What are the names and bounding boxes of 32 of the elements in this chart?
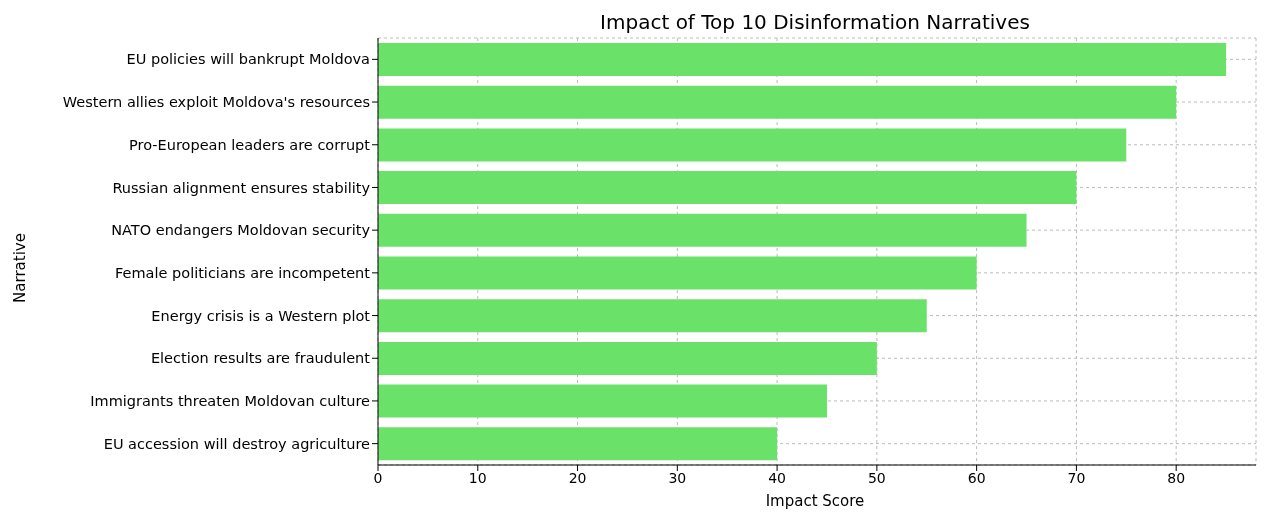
bar <box>378 213 1027 247</box>
x-tick-label: 50 <box>867 469 886 486</box>
y-tick-label: Immigrants threaten Moldovan culture <box>90 393 371 410</box>
y-tick-label: Female politicians are incompetent <box>115 265 371 281</box>
y-tick-label: Election results are fraudulent <box>150 350 371 367</box>
x-tick-label: 0 <box>373 469 383 486</box>
bar <box>378 171 1077 205</box>
x-tick-label: 30 <box>668 469 687 486</box>
x-tick-label: 70 <box>1067 469 1086 486</box>
bar <box>378 128 1127 162</box>
y-tick-label: Energy crisis is a Western plot <box>151 307 371 324</box>
x-tick-label: 60 <box>967 469 986 486</box>
bar <box>378 256 977 290</box>
x-tick-label: 40 <box>768 469 786 486</box>
x-axis-title: Impact Score <box>764 492 866 510</box>
bar <box>378 384 827 418</box>
y-tick-label: EU accession will destroy agriculture <box>103 435 371 452</box>
chart-title: Impact of Top 10 Disinformation Narratives <box>599 10 1031 34</box>
bar <box>378 427 778 461</box>
x-tick-label: 20 <box>568 469 587 486</box>
y-tick-label: Pro-European leaders are corrupt <box>129 136 371 153</box>
y-axis-title: Narrative <box>11 233 29 303</box>
bar <box>378 43 1227 76</box>
bar <box>378 341 877 375</box>
y-tick-label: EU policies will bankrupt Moldova <box>126 51 370 68</box>
y-tick-label: Russian alignment ensures stability <box>112 179 371 196</box>
y-tick-label: NATO endangers Moldovan security <box>111 222 371 239</box>
bar <box>378 299 927 333</box>
y-tick-label: Western allies exploit Moldova's resources <box>62 94 370 111</box>
x-tick-label: 80 <box>1167 469 1186 486</box>
x-tick-label: 10 <box>468 469 487 486</box>
bar <box>378 85 1177 119</box>
